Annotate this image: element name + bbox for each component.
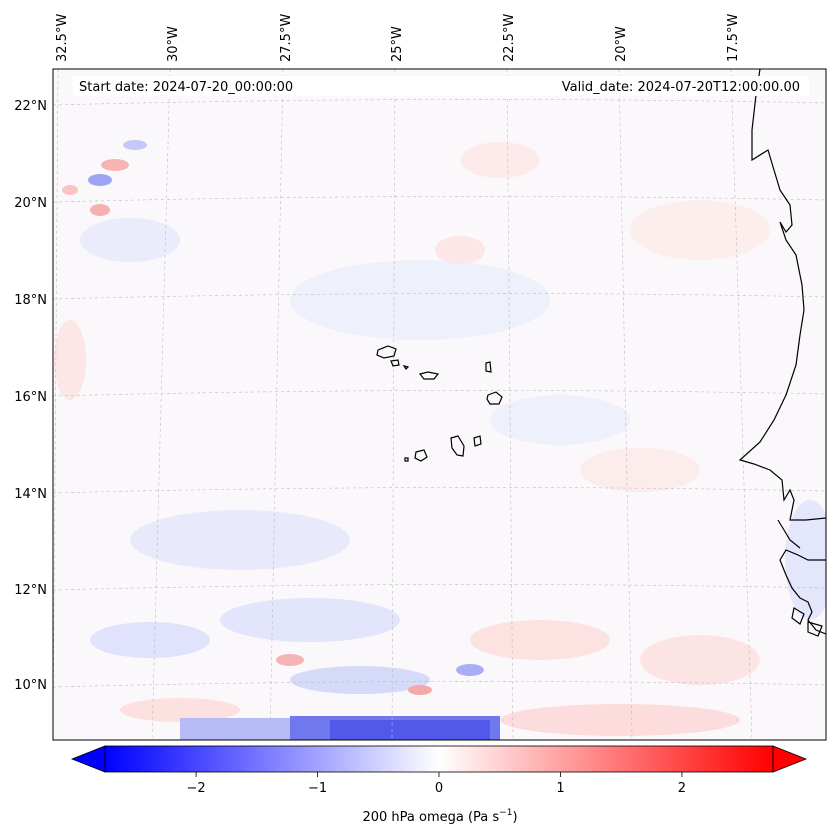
parallel-line	[53, 584, 826, 591]
island-fogo	[414, 449, 428, 462]
omega-patch-positive	[120, 698, 240, 722]
coast-inlet	[777, 519, 801, 549]
colorbar-label-sup: −1	[499, 808, 512, 818]
colorbar-tick-label: 0	[435, 781, 443, 796]
omega-patch-positive	[90, 204, 110, 216]
omega-patch-negative	[88, 174, 112, 186]
african-coastline	[738, 69, 826, 521]
valid-date-text: Valid_date: 2024-07-20T12:00:00.00	[562, 80, 800, 95]
omega-patch-positive	[640, 635, 760, 685]
meridian-line	[269, 69, 284, 740]
lat-label: 18°N	[14, 293, 47, 308]
omega-strong-negative-band	[330, 720, 490, 740]
colorbar-tick-label: −1	[308, 781, 327, 796]
lon-label: 30°W	[166, 26, 181, 62]
island-maio	[473, 435, 482, 447]
parallel-line	[53, 681, 826, 688]
island-santo-antao	[376, 345, 397, 359]
island-boa-vista	[486, 391, 503, 405]
meridian-line	[151, 69, 171, 740]
island-sao-vicente	[390, 359, 400, 367]
meridian-line	[506, 69, 514, 740]
lat-label: 14°N	[14, 487, 47, 502]
start-date-text: Start date: 2024-07-20_00:00:00	[79, 80, 293, 95]
colorbar-tick-label: 2	[678, 781, 686, 796]
parallel-line	[53, 196, 826, 203]
colorbar-label-end: )	[512, 810, 517, 825]
omega-patch-negative	[290, 260, 550, 340]
coastlines	[376, 69, 826, 637]
meridian-line	[391, 69, 396, 740]
lon-label: 17.5°W	[726, 14, 741, 62]
island-santa-luzia	[402, 365, 410, 370]
colorbar-ticks: −2 −1 0 1 2	[187, 772, 686, 796]
colorbar-tick-label: −2	[187, 781, 206, 796]
parallel-line	[53, 293, 826, 300]
omega-patch-positive	[276, 654, 304, 666]
island-sao-nicolau	[418, 371, 440, 380]
lat-label: 16°N	[14, 390, 47, 405]
coast-inlet	[807, 621, 823, 637]
island-sal	[485, 361, 492, 373]
african-coastline	[779, 549, 826, 635]
omega-patch-negative	[90, 622, 210, 658]
colorbar-extend-min	[70, 745, 106, 773]
omega-field	[54, 140, 826, 740]
omega-patch-positive	[460, 142, 540, 178]
island-santiago	[450, 435, 465, 457]
lat-label: 10°N	[14, 678, 47, 693]
omega-patch-negative	[785, 500, 826, 620]
lon-label: 27.5°W	[279, 14, 294, 62]
lon-label: 25°W	[390, 26, 405, 62]
latitude-labels: 22°N 20°N 18°N 16°N 14°N 12°N 10°N	[14, 99, 47, 693]
coast-inlet	[791, 607, 805, 625]
omega-patch-negative	[290, 666, 430, 694]
omega-patch-positive	[62, 185, 78, 195]
map-panel: Start date: 2024-07-20_00:00:00 Valid_da…	[53, 69, 826, 740]
info-banner	[73, 76, 809, 96]
omega-patch-positive	[54, 320, 86, 400]
omega-patch-negative	[130, 510, 350, 570]
colorbar: −2 −1 0 1 2 200 hPa omega (Pa s−1)	[70, 745, 808, 825]
omega-patch-negative	[123, 140, 147, 150]
lon-label: 22.5°W	[502, 14, 517, 62]
omega-patch-positive	[470, 620, 610, 660]
omega-patch-negative	[456, 664, 484, 676]
lat-label: 12°N	[14, 583, 47, 598]
map-frame	[52, 68, 827, 741]
omega-patch-positive	[435, 236, 485, 264]
meridian-line	[730, 69, 753, 740]
omega-patch-positive	[408, 685, 432, 695]
colorbar-tick-label: 1	[556, 781, 564, 796]
omega-patch-negative	[220, 598, 400, 642]
longitude-labels: 32.5°W 30°W 27.5°W 25°W 22.5°W 20°W 17.5…	[55, 14, 741, 62]
colorbar-body	[104, 745, 774, 773]
lon-label: 20°W	[614, 26, 629, 62]
lat-label: 22°N	[14, 99, 47, 114]
lon-label: 32.5°W	[55, 14, 70, 62]
island-brava	[404, 457, 409, 462]
map-gridlines	[53, 69, 826, 740]
omega-patch-positive	[500, 704, 740, 736]
parallel-line	[53, 390, 826, 397]
omega-patch-positive	[630, 200, 770, 260]
colorbar-label: 200 hPa omega (Pa s−1)	[362, 808, 517, 825]
colorbar-extend-max	[772, 745, 808, 773]
omega-patch-positive	[580, 448, 700, 492]
omega-patch-negative	[490, 395, 630, 445]
meridian-line	[618, 69, 633, 740]
parallel-line	[53, 99, 826, 106]
omega-patch-negative	[80, 218, 180, 262]
meridian-line	[53, 69, 59, 740]
colorbar-label-main: 200 hPa omega (Pa s	[362, 810, 499, 825]
parallel-line	[53, 487, 826, 494]
lat-label: 20°N	[14, 196, 47, 211]
omega-patch-positive	[101, 159, 129, 171]
